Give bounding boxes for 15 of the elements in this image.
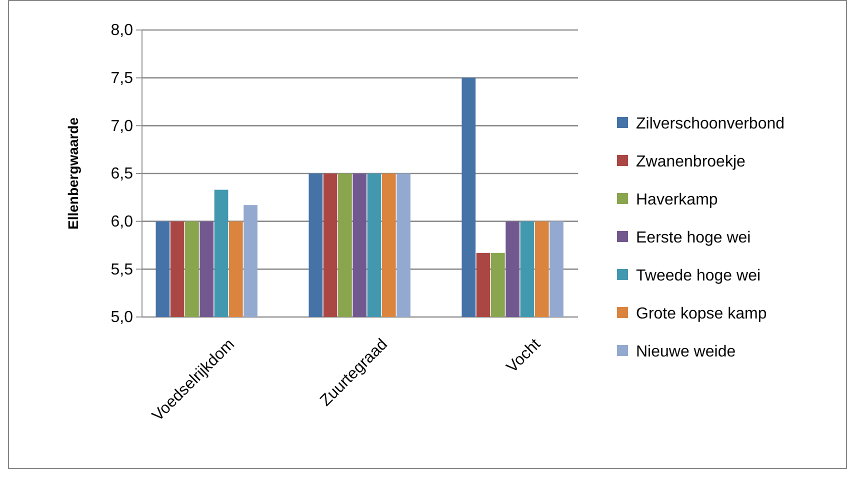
y-tick-label: 6,0 [110,213,134,230]
y-tick-label: 8,0 [110,22,134,40]
legend-label: Zwanenbroekje [636,154,746,171]
y-tick-label: 7,0 [110,118,134,135]
y-tick-label: 6,5 [110,166,134,183]
legend-label: Nieuwe weide [636,344,736,361]
legend-label: Grote kopse kamp [636,306,767,323]
y-axis-title: Ellenbergwaarde [65,117,81,230]
y-tick-label: 7,5 [110,70,134,87]
y-tick-label: 5,0 [110,309,134,326]
legend-label: Zilverschoonverbond [636,116,785,133]
legend-label: Eerste hoge wei [636,230,751,247]
legend-label: Tweede hoge wei [636,268,761,285]
y-tick-label: 5,5 [110,261,134,278]
legend-label: Haverkamp [636,192,718,209]
